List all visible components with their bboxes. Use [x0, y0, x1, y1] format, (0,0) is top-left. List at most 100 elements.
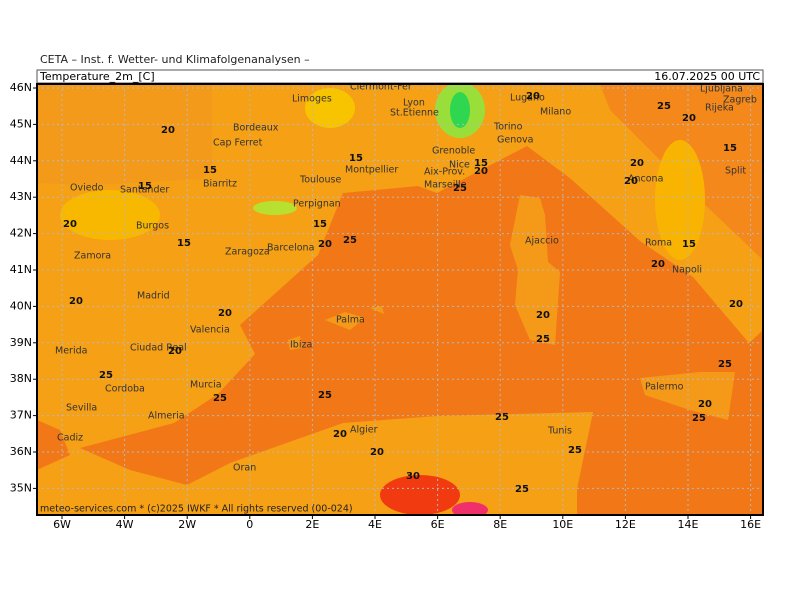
isotherm-label: 20 — [630, 158, 644, 169]
graticule — [37, 84, 763, 515]
isotherm-label: 20 — [168, 346, 182, 357]
isotherm-label: 25 — [213, 393, 227, 404]
city-label: Milano — [540, 107, 571, 118]
city-label: Rijeka — [705, 103, 734, 114]
hot-patch — [380, 475, 460, 515]
lon-label: 4W — [116, 518, 134, 531]
city-label: Zamora — [74, 251, 111, 262]
sicily — [640, 372, 735, 420]
city-label: St.Etienne — [390, 108, 439, 119]
source-title: CETA – Inst. f. Wetter- und Klimafolgena… — [40, 53, 310, 66]
isotherm-label: 25 — [453, 183, 467, 194]
city-label: Perpignan — [293, 199, 341, 210]
city-label: Barcelona — [267, 243, 314, 254]
isotherm-label: 20 — [624, 176, 638, 187]
isotherm-label: 15 — [313, 219, 327, 230]
isotherm-label: 25 — [718, 359, 732, 370]
isotherm-label: 20 — [536, 310, 550, 321]
lon-label: 4E — [368, 518, 382, 531]
variable-title: Temperature_2m_[C] — [39, 70, 155, 83]
city-label: Ibiza — [290, 340, 312, 351]
city-label: Oran — [233, 463, 256, 474]
valid-time: 16.07.2025 00 UTC — [654, 70, 760, 83]
city-label: Santander — [120, 185, 169, 196]
lat-label: 41N — [10, 263, 32, 276]
city-label: Ciudad Real — [130, 343, 187, 354]
lat-label: 42N — [10, 227, 32, 240]
isotherm-label: 20 — [333, 429, 347, 440]
city-label: Toulouse — [299, 175, 341, 186]
city-label: Ancona — [628, 174, 663, 185]
city-label: Cordoba — [105, 384, 145, 395]
isotherm-label: 25 — [657, 101, 671, 112]
lat-label: 45N — [10, 117, 32, 130]
isotherm-label: 20 — [218, 308, 232, 319]
city-label: Ljubljana — [700, 84, 743, 95]
city-label: Roma — [645, 238, 672, 249]
isotherm-label: 20 — [729, 299, 743, 310]
city-label: Bordeaux — [233, 123, 279, 134]
city-label: Torino — [493, 122, 523, 133]
cool-patch — [450, 92, 470, 128]
lat-label: 40N — [10, 299, 32, 312]
city-label: Zaragoza — [225, 247, 270, 258]
city-label: Montpellier — [345, 165, 398, 176]
city-label: Ajaccio — [525, 236, 559, 247]
isotherm-label: 15 — [203, 165, 217, 176]
lon-label: 12E — [615, 518, 636, 531]
city-label: Oviedo — [70, 183, 104, 194]
isotherm-label: 15 — [682, 239, 696, 250]
lat-label: 36N — [10, 445, 32, 458]
lon-label: 2E — [305, 518, 319, 531]
lon-label: 16E — [740, 518, 761, 531]
isotherm-label: 25 — [343, 235, 357, 246]
city-label: Murcia — [190, 380, 222, 391]
lat-label: 43N — [10, 190, 32, 203]
lon-label: 6W — [53, 518, 71, 531]
city-label: Genova — [497, 135, 533, 146]
city-label: Napoli — [672, 265, 702, 276]
lat-label: 35N — [10, 481, 32, 494]
isotherm-label: 20 — [651, 259, 665, 270]
lon-label: 6E — [431, 518, 445, 531]
city-label: Limoges — [292, 94, 332, 105]
isotherm-label: 25 — [568, 445, 582, 456]
lat-label: 44N — [10, 154, 32, 167]
isotherm-label: 25 — [495, 412, 509, 423]
isotherm-label: 20 — [69, 296, 83, 307]
isotherm-label: 20 — [161, 125, 175, 136]
city-label: Algier — [350, 425, 378, 436]
lat-label: 39N — [10, 336, 32, 349]
city-label: Zagreb — [723, 95, 757, 106]
isotherm-label: 25 — [515, 484, 529, 495]
city-label: Grenoble — [432, 146, 475, 157]
balearic-islands — [288, 306, 384, 350]
lon-label: 14E — [678, 518, 699, 531]
isotherm-label: 15 — [138, 181, 152, 192]
isotherm-label: 20 — [698, 399, 712, 410]
warm-patch — [655, 140, 705, 260]
isotherm-label: 30 — [406, 471, 420, 482]
isotherm-label: 15 — [349, 153, 363, 164]
city-label: Split — [725, 166, 746, 177]
city-label: Sevilla — [66, 403, 97, 414]
isotherm-label: 20 — [370, 447, 384, 458]
city-label: Biarritz — [203, 179, 237, 190]
isotherm-label: 20 — [474, 166, 488, 177]
isotherm-label: 20 — [526, 91, 540, 102]
city-label: Burgos — [136, 221, 169, 232]
city-label: Tunis — [547, 426, 572, 437]
lat-label: 46N — [10, 81, 32, 94]
warm-patch — [60, 190, 160, 240]
city-label: Madrid — [137, 291, 170, 302]
isotherm-label: 20 — [682, 113, 696, 124]
city-label: Lyon — [403, 98, 425, 109]
lat-label: 38N — [10, 372, 32, 385]
lon-label: 2W — [178, 518, 196, 531]
city-label: Palma — [336, 315, 365, 326]
isotherm-label: 15 — [474, 158, 488, 169]
